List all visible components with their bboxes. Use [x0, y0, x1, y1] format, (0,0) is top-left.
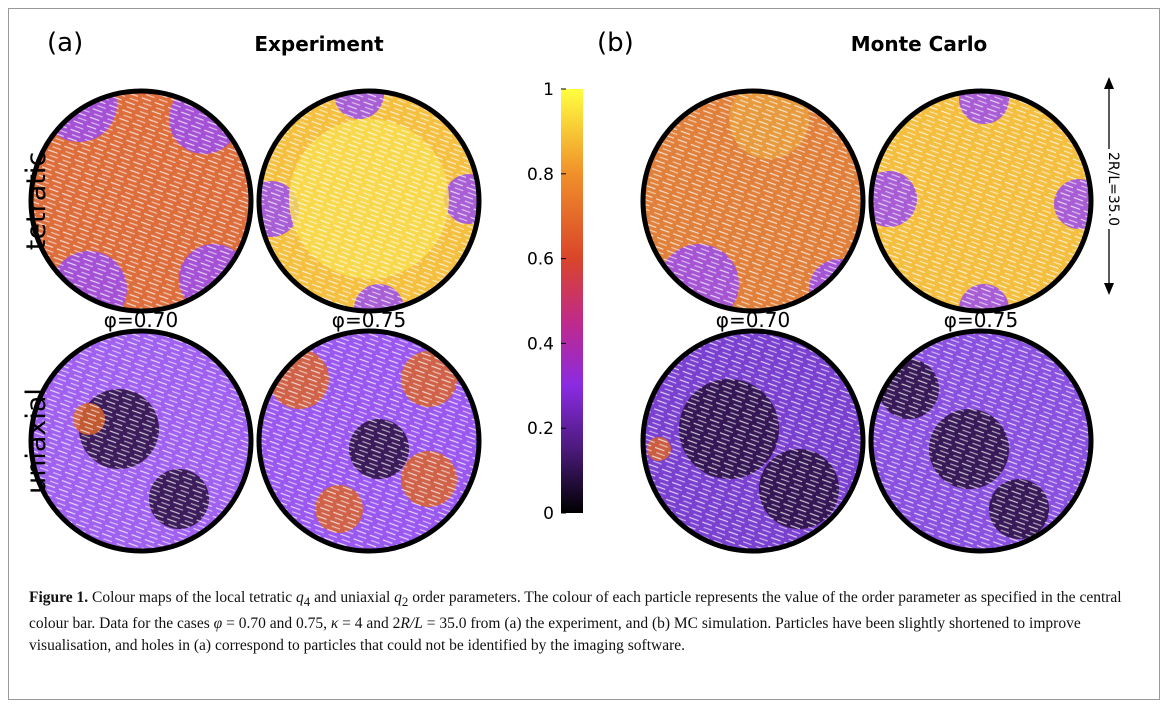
disk-border: [28, 88, 254, 314]
disk-border: [256, 88, 482, 314]
caption-math: κ: [330, 615, 339, 633]
phi-label: φ=0.75: [944, 308, 1018, 332]
caption-math: R/L: [400, 615, 423, 633]
colorbar-tick-label: 0.4: [527, 334, 554, 354]
colorbar-tick-label: 0.6: [527, 250, 554, 270]
caption-text: = 4 and 2: [338, 615, 401, 633]
caption-math: 2: [401, 594, 409, 610]
disk: [31, 91, 251, 311]
colorbar-tick-label: 0.2: [527, 419, 554, 439]
caption-text: and uniaxial: [310, 589, 395, 606]
disk: [259, 91, 479, 311]
panel-title: Monte Carlo: [851, 32, 988, 56]
disk-border: [256, 328, 482, 554]
disk: [871, 331, 1091, 551]
disk-border: [868, 328, 1094, 554]
disk-border: [868, 88, 1094, 314]
disk-border: [640, 88, 866, 314]
disk-border: [28, 328, 254, 554]
disk-border: [640, 328, 866, 554]
disk: [259, 331, 479, 551]
disk: [871, 91, 1091, 311]
caption-text: Colour maps of the local tetratic: [92, 589, 297, 606]
colorbar-tick-label: 0: [543, 504, 554, 524]
row-label: tetratic: [21, 152, 52, 250]
caption-text: = 0.70 and 0.75,: [222, 615, 331, 633]
panel-label: (a): [47, 28, 83, 58]
figure: (a) Experiment (b) Monte Carlo tetratic …: [8, 8, 1160, 700]
colorbar-tick-label: 0.8: [527, 165, 554, 185]
figure-art: (a) Experiment (b) Monte Carlo tetratic …: [21, 28, 1121, 554]
caption-math: 4: [303, 594, 311, 610]
phi-label: φ=0.70: [716, 308, 790, 332]
disk: [643, 91, 863, 311]
row-label: uniaxial: [21, 388, 52, 494]
caption-math: φ: [213, 615, 223, 633]
colorbar-tick-label: 1: [543, 80, 554, 100]
caption-math: q: [296, 589, 304, 606]
caption-text: = 35.0 from (a) the experiment, and (b) …: [29, 615, 1081, 655]
disk: [31, 331, 251, 551]
caption-math: q: [394, 589, 402, 606]
panel-title: Experiment: [254, 32, 384, 56]
panel-label: (b): [597, 28, 634, 58]
scale-label: 2R/L=35.0: [1105, 152, 1121, 226]
caption: Figure 1. Colour maps of the local tetra…: [29, 587, 1149, 657]
caption-text: order parameters. The colour of each par…: [29, 589, 1122, 633]
phi-label: φ=0.75: [332, 308, 406, 332]
disk: [643, 331, 863, 551]
scale-arrow: [1104, 77, 1114, 295]
phi-label: φ=0.70: [104, 308, 178, 332]
disks: [28, 88, 1094, 554]
colorbar: [561, 89, 583, 513]
colorbar-ticks: 0 0.2 0.4 0.6 0.8 1: [527, 80, 566, 524]
caption-label: Figure 1.: [29, 589, 89, 606]
